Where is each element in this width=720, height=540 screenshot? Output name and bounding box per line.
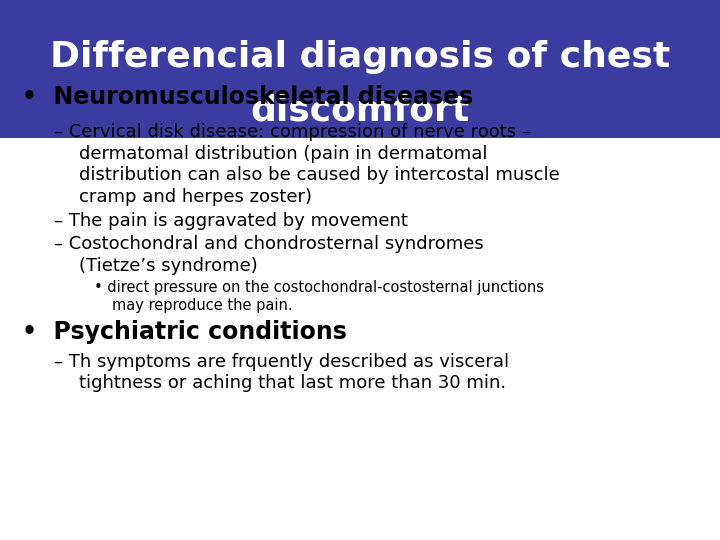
Text: dermatomal distribution (pain in dermatomal: dermatomal distribution (pain in dermato… [79, 145, 487, 163]
Text: •  Neuromusculoskeletal diseases: • Neuromusculoskeletal diseases [22, 85, 473, 109]
Text: cramp and herpes zoster): cramp and herpes zoster) [79, 188, 312, 206]
Text: (Tietze’s syndrome): (Tietze’s syndrome) [79, 256, 258, 275]
Text: – Costochondral and chondrosternal syndromes: – Costochondral and chondrosternal syndr… [54, 235, 484, 253]
Text: distribution can also be caused by intercostal muscle: distribution can also be caused by inter… [79, 166, 560, 185]
Text: – Th symptoms are frquently described as visceral: – Th symptoms are frquently described as… [54, 353, 509, 371]
Text: discomfort: discomfort [251, 94, 469, 127]
Text: Differencial diagnosis of chest: Differencial diagnosis of chest [50, 40, 670, 73]
Text: may reproduce the pain.: may reproduce the pain. [112, 298, 292, 313]
Text: •  Psychiatric conditions: • Psychiatric conditions [22, 320, 346, 344]
Text: – The pain is aggravated by movement: – The pain is aggravated by movement [54, 212, 408, 231]
Text: tightness or aching that last more than 30 min.: tightness or aching that last more than … [79, 374, 506, 393]
Text: • direct pressure on the costochondral-costosternal junctions: • direct pressure on the costochondral-c… [94, 280, 544, 295]
Text: – Cervical disk disease: compression of nerve roots –: – Cervical disk disease: compression of … [54, 123, 531, 141]
FancyBboxPatch shape [0, 0, 720, 138]
